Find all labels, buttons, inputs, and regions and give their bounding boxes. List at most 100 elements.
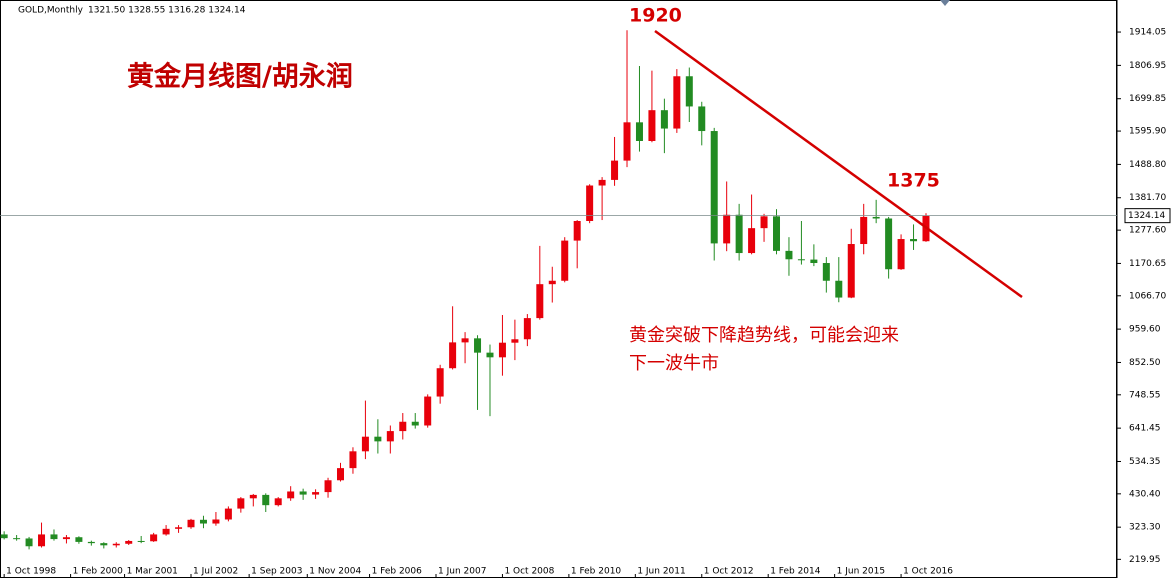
ohlc-text: 1321.50 1328.55 1316.28 1324.14: [88, 6, 246, 16]
y-tick-label: 323.30: [1129, 523, 1161, 533]
candle-body: [237, 498, 245, 509]
candle-body: [62, 537, 70, 540]
y-tick-label: 1170.65: [1129, 259, 1166, 269]
candle-body: [810, 259, 818, 264]
candle-body: [224, 508, 232, 520]
candle-body: [872, 216, 880, 219]
y-tick-label: 641.45: [1129, 424, 1161, 434]
candle-body: [162, 528, 170, 535]
candle-body: [424, 396, 432, 426]
y-tick-label: 852.50: [1129, 358, 1161, 368]
candle-body: [474, 338, 482, 353]
candle-body: [910, 239, 918, 242]
candle-body: [723, 214, 731, 244]
candle-body: [486, 352, 494, 358]
candle-body: [436, 368, 444, 397]
candle-body: [25, 538, 33, 547]
x-tick-label: 1 Feb 2010: [571, 567, 622, 577]
note: 下一波牛市: [629, 353, 719, 374]
current-price-label: 1324.14: [1128, 211, 1165, 221]
candle-body: [399, 421, 407, 432]
x-tick-label: 1 Oct 2016: [903, 567, 953, 577]
candle-body: [673, 76, 681, 129]
candle-body: [835, 280, 843, 298]
x-tick-label: 1 Nov 2004: [309, 567, 361, 577]
candle-body: [449, 342, 457, 369]
candle-body: [897, 239, 905, 270]
candle-body: [561, 240, 569, 281]
candle-body: [498, 342, 506, 358]
candle-body: [685, 76, 693, 107]
candle-body: [125, 540, 133, 544]
y-tick-label: 430.40: [1129, 489, 1161, 499]
candle-body: [635, 122, 643, 141]
annotation: 1920: [629, 5, 682, 27]
candle-body: [860, 216, 868, 245]
y-tick-label: 959.60: [1129, 325, 1161, 335]
candle-body: [150, 534, 158, 542]
candle-body: [623, 122, 631, 161]
y-tick-label: 1381.70: [1129, 193, 1166, 203]
candle-body: [361, 436, 369, 452]
candle-body: [523, 318, 531, 340]
note: 黄金突破下降趋势线，可能会迎来: [629, 325, 899, 346]
x-tick-label: 1 Jun 2015: [837, 567, 885, 577]
candle-body: [735, 214, 743, 254]
shift-marker: [940, 0, 950, 6]
candle-body: [38, 534, 46, 547]
x-tick-label: 1 Oct 2012: [704, 567, 754, 577]
candle-body: [199, 519, 207, 524]
candle-body: [461, 338, 469, 343]
candle-body: [760, 216, 768, 229]
candle-body: [822, 263, 830, 281]
candle-body: [75, 537, 83, 542]
x-tick-label: 1 Jul 2002: [193, 567, 238, 577]
candle-body: [249, 494, 257, 499]
candle-body: [262, 494, 270, 506]
candle-body: [773, 216, 781, 251]
x-tick-label: 1 Feb 2000: [73, 567, 124, 577]
y-tick-label: 219.95: [1129, 555, 1161, 565]
y-tick-label: 1066.70: [1129, 291, 1166, 301]
candle-body: [611, 160, 619, 180]
candle-body: [13, 538, 21, 540]
candle-body: [137, 540, 145, 542]
y-tick-label: 1488.80: [1129, 160, 1166, 170]
candle-body: [287, 491, 295, 499]
candle-body: [748, 228, 756, 254]
candle-body: [100, 543, 108, 546]
candle-body: [885, 218, 893, 270]
candle-body: [698, 106, 706, 132]
candle-body: [710, 131, 718, 244]
y-tick-label: 1806.95: [1129, 61, 1166, 71]
candle-body: [274, 498, 282, 506]
candle-body: [573, 220, 581, 241]
candle-body: [87, 541, 95, 544]
candle-body: [598, 179, 606, 186]
candle-body: [374, 436, 382, 442]
trend-line: [654, 29, 1023, 299]
candle-body: [299, 491, 307, 495]
candle-body: [336, 468, 344, 481]
x-tick-label: 1 Feb 2014: [770, 567, 821, 577]
chart-title: 黄金月线图/胡永润: [127, 61, 353, 93]
x-tick-label: 1 Oct 2008: [504, 567, 554, 577]
x-tick-label: 1 Sep 2003: [251, 567, 302, 577]
candle-body: [785, 250, 793, 260]
annotation: 1375: [887, 170, 940, 192]
candle-body: [0, 534, 8, 539]
candle-body: [797, 259, 805, 261]
x-tick-label: 1 Jun 2011: [637, 567, 685, 577]
candle-body: [648, 110, 656, 141]
x-tick-label: 1 Oct 1998: [6, 567, 56, 577]
candle-body: [175, 527, 183, 529]
x-tick-label: 1 Feb 2006: [372, 567, 423, 577]
candle-body: [386, 431, 394, 442]
x-tick-label: 1 Mar 2001: [127, 567, 178, 577]
candle-body: [112, 543, 120, 546]
symbol: GOLD,Monthly: [18, 6, 84, 16]
candle-body: [312, 492, 320, 495]
candle-body: [324, 480, 332, 493]
y-tick-label: 534.35: [1129, 457, 1161, 467]
